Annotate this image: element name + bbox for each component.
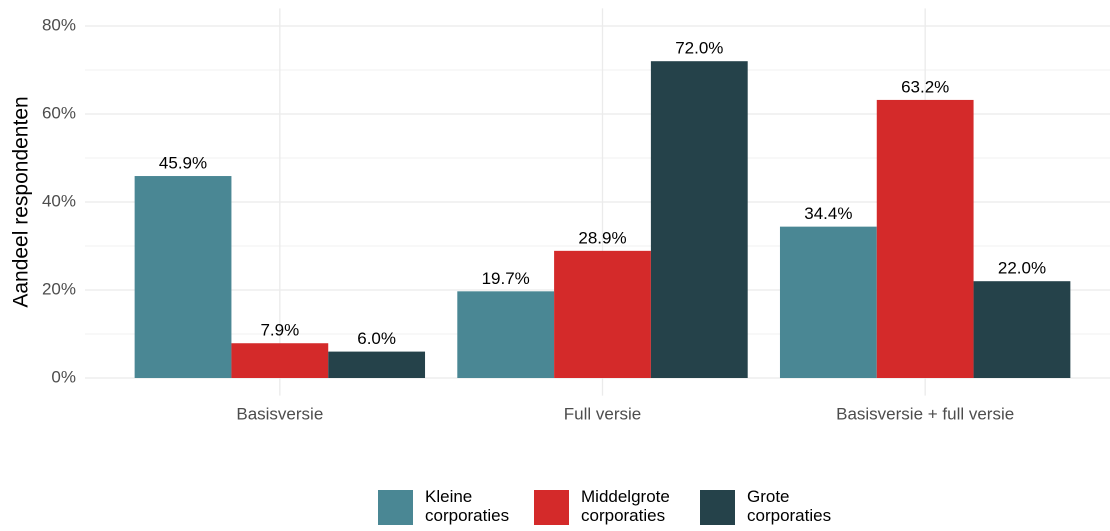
value-label: 19.7%	[482, 269, 530, 288]
legend-label: Kleine corporaties	[425, 487, 509, 525]
y-tick-label: 0%	[51, 367, 76, 386]
bar	[231, 343, 329, 378]
y-tick-label: 20%	[42, 279, 76, 298]
value-label: 28.9%	[578, 228, 626, 247]
legend-swatch	[700, 490, 735, 525]
legend-swatch	[534, 490, 569, 525]
bar	[134, 176, 232, 378]
y-tick-label: 40%	[42, 191, 76, 210]
x-tick-label: Full versie	[564, 404, 641, 423]
bar	[457, 291, 555, 378]
legend-swatch	[378, 490, 413, 525]
bar	[328, 351, 426, 378]
y-tick-label: 80%	[42, 15, 76, 34]
y-tick-label: 60%	[42, 103, 76, 122]
value-label: 72.0%	[675, 39, 723, 58]
bar	[650, 61, 748, 378]
value-label: 45.9%	[159, 154, 207, 173]
value-label: 34.4%	[804, 204, 852, 223]
value-label: 63.2%	[901, 77, 949, 96]
bar	[876, 99, 974, 379]
value-label: 22.0%	[998, 259, 1046, 278]
legend-label: Grote corporaties	[747, 487, 831, 525]
value-label: 7.9%	[260, 321, 299, 340]
value-label: 6.0%	[357, 329, 396, 348]
x-tick-label: Basisversie + full versie	[836, 404, 1014, 423]
legend-label: Middelgrote corporaties	[581, 487, 670, 525]
y-axis-title: Aandeel respondenten	[10, 96, 33, 307]
bar	[973, 281, 1071, 378]
x-tick-label: Basisversie	[236, 404, 323, 423]
bar	[554, 250, 651, 378]
bar	[779, 226, 877, 378]
